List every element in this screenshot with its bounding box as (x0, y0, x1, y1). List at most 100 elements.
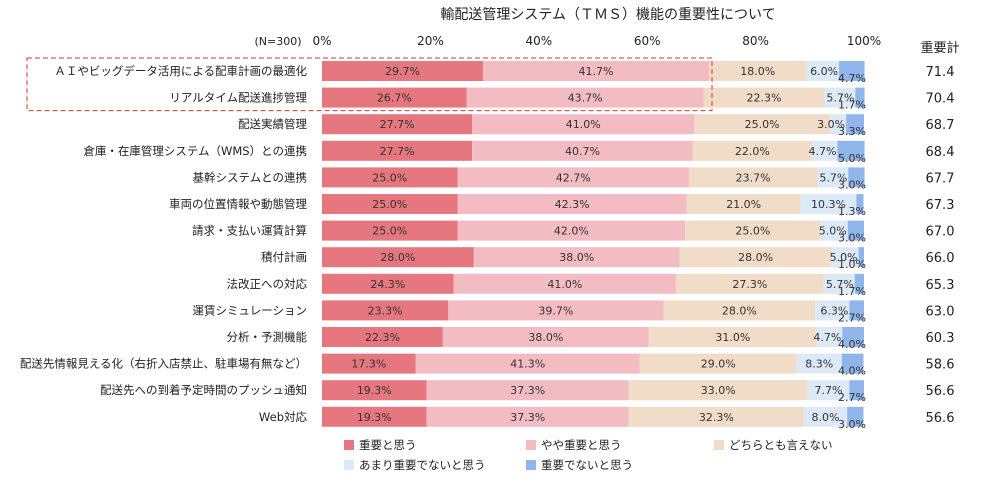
legend-swatch (526, 460, 536, 470)
data-label: 1.7% (838, 285, 866, 298)
importance-total: 63.0 (926, 304, 955, 319)
bar-segment (815, 300, 850, 321)
sample-size-label: (N=300) (254, 35, 301, 48)
bar-segment (688, 167, 818, 188)
data-label: 8.3% (805, 358, 833, 371)
bar-segment (639, 353, 797, 374)
data-label: 42.7% (556, 171, 591, 184)
bar-segment (442, 327, 649, 347)
importance-total: 67.7 (926, 171, 955, 186)
data-label: 4.7% (813, 331, 841, 344)
data-label: 21.0% (726, 198, 761, 211)
bar-segment (322, 140, 473, 161)
data-label: 33.0% (701, 384, 736, 397)
data-label: 19.3% (357, 384, 392, 397)
bar-segment (663, 300, 816, 321)
bar-segment (648, 327, 817, 347)
x-tick-label: 80% (742, 34, 769, 48)
bar-segment (811, 140, 838, 161)
bar-segment (858, 247, 864, 268)
bar-segment (846, 114, 864, 135)
bar-segment (823, 273, 855, 294)
data-label: 3.3% (838, 125, 866, 138)
data-label: 5.7% (819, 171, 847, 184)
data-label: 41.3% (510, 358, 545, 371)
importance-total: 68.7 (926, 118, 955, 133)
bar-segment (426, 406, 629, 427)
data-label: 43.7% (568, 92, 603, 105)
importance-total: 67.3 (926, 198, 955, 213)
bar-segment (457, 220, 686, 241)
bar-segment (675, 273, 824, 294)
importance-total-header: 重要計 (920, 40, 959, 56)
importance-total: 70.4 (926, 92, 955, 107)
data-label: 29.7% (385, 65, 420, 78)
data-label: 19.3% (357, 411, 392, 424)
data-label: 3.0% (838, 178, 866, 191)
bar-segment (457, 167, 689, 188)
bar-segment (800, 194, 857, 214)
highlight-box (26, 57, 713, 112)
data-label: 41.0% (547, 278, 582, 291)
bar-segment (472, 114, 695, 135)
importance-total: 68.4 (926, 145, 955, 160)
data-label: 5.0% (830, 251, 858, 264)
bar-segment (816, 327, 843, 347)
importance-total: 71.4 (926, 65, 955, 80)
legend-label: 重要と思う (359, 438, 417, 452)
data-label: 3.0% (817, 118, 845, 131)
category-label: 分析・予測機能 (227, 330, 308, 344)
bar-segment (628, 380, 808, 401)
data-label: 28.0% (722, 304, 757, 317)
bar-segment (679, 247, 832, 268)
bar-segment (322, 87, 467, 108)
importance-total: 66.0 (926, 251, 955, 266)
importance-total: 56.6 (926, 384, 955, 399)
data-label: 41.0% (566, 118, 601, 131)
category-label: 積付計画 (261, 250, 307, 264)
data-label: 8.0% (812, 411, 840, 424)
data-label: 1.0% (838, 258, 866, 271)
data-label: 18.0% (740, 65, 775, 78)
x-tick-label: 0% (312, 34, 331, 48)
category-label: 配送先情報見える化（右折入店禁止、駐車場有無など） (20, 357, 307, 371)
data-label: 4.0% (838, 365, 866, 378)
data-label: 31.0% (715, 331, 750, 344)
bar-segment (322, 247, 474, 268)
legend-swatch (526, 440, 536, 450)
data-label: 17.3% (351, 358, 386, 371)
bar-segment (482, 61, 709, 81)
bar-segment (849, 300, 864, 321)
bar-segment (854, 273, 864, 294)
category-label: 法改正への対応 (227, 277, 308, 291)
bar-segment (847, 220, 864, 241)
data-label: 32.3% (699, 411, 734, 424)
data-label: 40.7% (565, 145, 600, 158)
bar-segment (453, 273, 676, 294)
data-label: 3.0% (838, 232, 866, 245)
data-label: 2.7% (838, 391, 866, 404)
importance-total: 65.3 (926, 278, 955, 293)
data-label: 22.0% (735, 145, 770, 158)
importance-totals: 71.4 70.4 68.7 68.4 67.7 67.3 67.0 66.0 65.3 63.0… (926, 65, 955, 426)
data-label: 28.0% (738, 251, 773, 264)
x-tick-label: 100% (847, 34, 881, 48)
bar-segment (457, 194, 687, 214)
bar-segment (466, 87, 704, 108)
category-label: 配送実績管理 (238, 117, 307, 131)
data-label: 7.7% (815, 384, 843, 397)
legend-swatch (344, 440, 354, 450)
data-label: 37.3% (510, 384, 545, 397)
bar-segment (322, 114, 473, 135)
legend-label: 重要でないと思う (541, 458, 633, 472)
data-label: 22.3% (747, 92, 782, 105)
bar-segment (807, 380, 850, 401)
x-tick-label: 20% (417, 34, 444, 48)
data-label: 25.0% (372, 198, 407, 211)
bar-segment (856, 194, 864, 214)
legend-swatch (714, 440, 724, 450)
bar-segment (820, 220, 848, 241)
bar-segment (322, 327, 443, 347)
bar-segment (796, 353, 842, 374)
bar-segment (703, 87, 825, 108)
